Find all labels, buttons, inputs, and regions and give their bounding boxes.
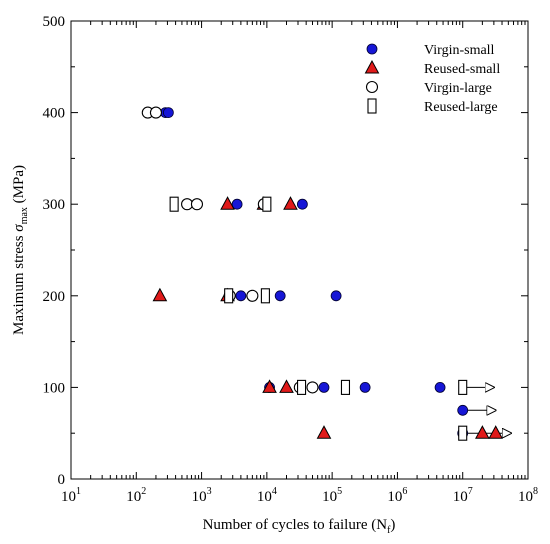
point-virgin-large bbox=[190, 198, 204, 211]
point-reused-small bbox=[488, 425, 504, 439]
point-reused-large bbox=[458, 379, 468, 395]
point-reused-large bbox=[458, 425, 468, 441]
legend-marker-reused-small bbox=[364, 59, 380, 74]
point-virgin-small bbox=[274, 290, 286, 302]
data-points bbox=[141, 106, 504, 441]
x-tick-label: 108 bbox=[518, 486, 538, 505]
point-virgin-small bbox=[296, 198, 308, 210]
legend-label-virgin-small: Virgin-small bbox=[424, 43, 495, 58]
x-tick-label: 106 bbox=[387, 486, 407, 505]
x-tick-label: 104 bbox=[257, 486, 277, 505]
axis-ticks bbox=[70, 20, 529, 480]
point-reused-large bbox=[340, 379, 351, 395]
point-virgin-small bbox=[231, 198, 243, 210]
tick-labels: 0 100 200 300 400 500 101 102 103 104 105 106 107 108 bbox=[43, 14, 539, 505]
point-reused-small bbox=[283, 196, 298, 210]
y-tick-label: 400 bbox=[43, 106, 66, 122]
point-virgin-large bbox=[149, 106, 162, 119]
runout-arrows bbox=[462, 387, 511, 433]
point-reused-small bbox=[279, 379, 294, 393]
y-tick-label: 300 bbox=[43, 197, 66, 213]
point-virgin-large bbox=[246, 289, 259, 302]
legend-marker-virgin-small bbox=[366, 43, 378, 55]
x-tick-label: 103 bbox=[192, 486, 212, 505]
point-virgin-small bbox=[457, 404, 469, 416]
point-reused-large bbox=[262, 196, 272, 212]
point-reused-large bbox=[224, 288, 234, 304]
legend-marker-reused-large bbox=[367, 98, 377, 114]
legend: Virgin-small Reused-small Virgin-large Reus… bbox=[364, 43, 500, 115]
x-tick-label: 101 bbox=[61, 486, 81, 505]
point-reused-small bbox=[316, 425, 332, 439]
point-reused-small bbox=[475, 425, 490, 439]
point-reused-small bbox=[262, 379, 277, 393]
legend-label-reused-large: Reused-large bbox=[424, 100, 498, 115]
point-virgin-small bbox=[235, 290, 247, 302]
point-virgin-small bbox=[318, 381, 330, 393]
x-axis-label: Number of cycles to failure (Nf) bbox=[203, 517, 396, 536]
legend-marker-virgin-large bbox=[365, 80, 379, 94]
y-axis-label: Maximum stress σmax (MPa) bbox=[11, 165, 30, 335]
point-reused-large bbox=[169, 196, 179, 212]
point-virgin-small bbox=[434, 381, 446, 393]
x-tick-label: 105 bbox=[322, 486, 342, 505]
y-tick-label: 200 bbox=[43, 289, 66, 305]
point-virgin-small bbox=[359, 381, 371, 393]
legend-label-virgin-large: Virgin-large bbox=[424, 81, 492, 96]
point-virgin-small bbox=[330, 290, 342, 302]
point-reused-large bbox=[260, 288, 270, 304]
y-tick-label: 0 bbox=[58, 472, 66, 488]
y-tick-label: 500 bbox=[43, 14, 66, 30]
point-virgin-large bbox=[306, 381, 319, 394]
x-tick-label: 107 bbox=[453, 486, 473, 505]
point-reused-small bbox=[152, 287, 168, 302]
x-tick-label: 102 bbox=[126, 486, 146, 505]
point-reused-large bbox=[297, 379, 307, 395]
point-virgin-small bbox=[162, 107, 174, 118]
legend-label-reused-small: Reused-small bbox=[424, 62, 500, 77]
plot-area bbox=[70, 20, 529, 480]
y-tick-label: 100 bbox=[43, 380, 66, 396]
point-reused-small bbox=[220, 196, 235, 210]
